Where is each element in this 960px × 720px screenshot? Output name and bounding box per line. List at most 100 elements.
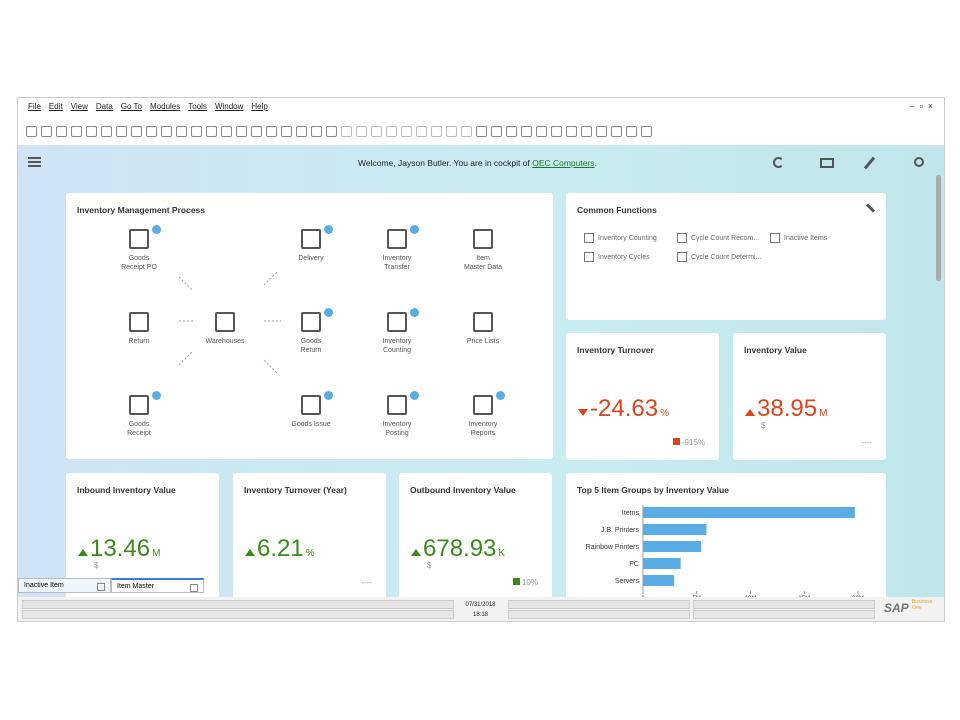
toolbar-button[interactable]: [611, 126, 622, 137]
toolbar-button[interactable]: [236, 126, 247, 137]
toolbar-button[interactable]: [341, 126, 352, 137]
toolbar-button[interactable]: [101, 126, 112, 137]
company-link[interactable]: OEC Computers: [532, 158, 595, 168]
scrollbar[interactable]: [936, 175, 941, 281]
hamburger-menu[interactable]: [28, 157, 41, 167]
menu-item[interactable]: File: [28, 102, 41, 111]
status-field: [693, 600, 875, 609]
toolbar-button[interactable]: [476, 126, 487, 137]
kpi-title: Outbound Inventory Value: [410, 485, 516, 495]
toolbar-button[interactable]: [596, 126, 607, 137]
process-node[interactable]: Inventory Posting: [357, 391, 437, 438]
tab-close[interactable]: [190, 584, 198, 592]
process-node[interactable]: Inventory Transfer: [357, 225, 437, 272]
panel-title: Common Functions: [577, 205, 657, 215]
add-badge: [324, 225, 333, 234]
toolbar-button[interactable]: [356, 126, 367, 137]
tab[interactable]: Item Master: [111, 578, 204, 593]
function-link[interactable]: Inactive Items: [770, 233, 827, 243]
toolbar-button[interactable]: [401, 126, 412, 137]
toolbar-button[interactable]: [191, 126, 202, 137]
node-icon: [473, 312, 493, 332]
node-icon: [473, 229, 493, 249]
process-node[interactable]: Goods Return: [271, 308, 351, 355]
search-button[interactable]: [914, 157, 924, 167]
process-node[interactable]: Item Master Data: [443, 229, 523, 272]
toolbar-button[interactable]: [326, 126, 337, 137]
tab[interactable]: Inactive Item: [18, 578, 111, 593]
toolbar-button[interactable]: [311, 126, 322, 137]
toolbar-button[interactable]: [641, 126, 652, 137]
toolbar-button[interactable]: [521, 126, 532, 137]
function-icon: [770, 233, 780, 243]
toolbar-button[interactable]: [26, 126, 37, 137]
status-field: [508, 600, 690, 609]
folder-button[interactable]: [820, 158, 834, 168]
toolbar-button[interactable]: [416, 126, 427, 137]
function-link[interactable]: Inventory Cycles: [584, 252, 650, 262]
toolbar-button[interactable]: [251, 126, 262, 137]
process-node[interactable]: Inventory Reports: [443, 391, 523, 438]
kpi-change: 10%: [512, 578, 538, 587]
process-node[interactable]: Goods Issue: [271, 391, 351, 429]
toolbar-button[interactable]: [371, 126, 382, 137]
toolbar-button[interactable]: [386, 126, 397, 137]
settings-icon[interactable]: [865, 203, 876, 213]
toolbar-button[interactable]: [506, 126, 517, 137]
datetime: 07/31/2018 18:18: [458, 600, 503, 620]
kpi-unit: M: [819, 408, 828, 419]
menu-item[interactable]: View: [70, 102, 88, 111]
menu-item[interactable]: Help: [251, 102, 268, 111]
welcome: Welcome, Jayson Butler. You are in cockp…: [358, 158, 530, 168]
refresh-button[interactable]: [773, 157, 784, 168]
window-controls[interactable]: –▫×: [909, 101, 938, 111]
process-node[interactable]: Return: [99, 312, 179, 346]
process-node[interactable]: Delivery: [271, 225, 351, 263]
function-link[interactable]: Cycle Count Recom...: [677, 233, 759, 243]
menu-item[interactable]: Go To: [120, 102, 142, 111]
toolbar-button[interactable]: [71, 126, 82, 137]
tab-close[interactable]: [97, 583, 105, 591]
toolbar-button[interactable]: [536, 126, 547, 137]
toolbar-button[interactable]: [281, 126, 292, 137]
toolbar-button[interactable]: [581, 126, 592, 137]
process-panel: Inventory Management Process Goods Recei…: [66, 193, 553, 459]
kpi-unit: %: [660, 408, 669, 419]
toolbar-button[interactable]: [86, 126, 97, 137]
toolbar-button[interactable]: [566, 126, 577, 137]
menu-item[interactable]: Tools: [188, 102, 207, 111]
toolbar-button[interactable]: [431, 126, 442, 137]
process-node[interactable]: Price Lists: [443, 312, 523, 346]
currency: $: [427, 561, 432, 570]
menu-item[interactable]: Modules: [150, 102, 181, 111]
process-node[interactable]: Goods Receipt: [99, 391, 179, 438]
toolbar-button[interactable]: [56, 126, 67, 137]
toolbar-button[interactable]: [461, 126, 472, 137]
toolbar-button[interactable]: [626, 126, 637, 137]
function-link[interactable]: Inventory Counting: [584, 233, 657, 243]
toolbar-button[interactable]: [446, 126, 457, 137]
function-link[interactable]: Cycle Count Determi...: [677, 252, 761, 262]
menu-item[interactable]: Edit: [48, 102, 63, 111]
toolbar-button[interactable]: [41, 126, 52, 137]
toolbar-button[interactable]: [161, 126, 172, 137]
menu-item[interactable]: Window: [214, 102, 244, 111]
toolbar-button[interactable]: [266, 126, 277, 137]
toolbar-button[interactable]: [131, 126, 142, 137]
toolbar-button[interactable]: [491, 126, 502, 137]
toolbar-button[interactable]: [206, 126, 217, 137]
process-node[interactable]: Goods Receipt PO: [99, 225, 179, 272]
process-node[interactable]: Warehouses: [185, 312, 265, 346]
toolbar-button[interactable]: [116, 126, 127, 137]
edit-button[interactable]: [863, 156, 876, 170]
toolbar-button[interactable]: [176, 126, 187, 137]
date: 07/31/2018: [465, 602, 496, 608]
toolbar-button[interactable]: [221, 126, 232, 137]
welcome-line: Welcome, Jayson Butler. You are in cockp…: [358, 158, 597, 168]
toolbar-button[interactable]: [551, 126, 562, 137]
status-bar: 07/31/2018 18:18 SAP Business One: [18, 597, 944, 621]
menu-item[interactable]: Data: [95, 102, 113, 111]
process-node[interactable]: Inventory Counting: [357, 308, 437, 355]
toolbar-button[interactable]: [146, 126, 157, 137]
toolbar-button[interactable]: [296, 126, 307, 137]
